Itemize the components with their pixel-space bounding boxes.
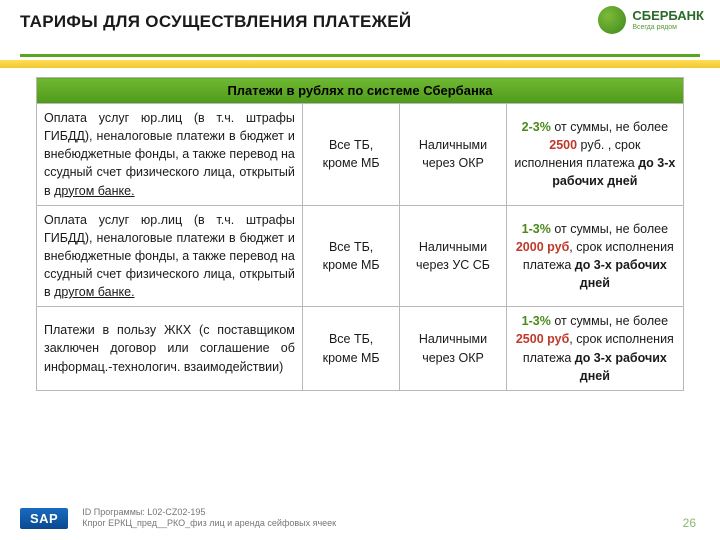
cell-method: Наличными через ОКР [400, 307, 506, 391]
table-row: Оплата услуг юр.лиц (в т.ч. штрафы ГИБДД… [37, 104, 684, 206]
cell-rate: 2-3% от суммы, не более 2500 руб. , срок… [506, 104, 683, 206]
sap-badge-icon: SAP [20, 508, 68, 529]
cell-coverage: Все ТБ, кроме МБ [302, 104, 399, 206]
sberbank-logo-icon [598, 6, 626, 34]
program-name: Кпрог ЕРКЦ_пред__РКО_физ лиц и аренда се… [82, 518, 336, 530]
cell-coverage: Все ТБ, кроме МБ [302, 205, 399, 307]
cell-method: Наличными через УС СБ [400, 205, 506, 307]
footer-text: ID Программы: L02-CZ02-195 Кпрог ЕРКЦ_пр… [82, 507, 336, 530]
cell-description: Оплата услуг юр.лиц (в т.ч. штрафы ГИБДД… [37, 104, 303, 206]
footer: SAP ID Программы: L02-CZ02-195 Кпрог ЕРК… [20, 507, 700, 530]
logo-tagline: Всегда рядом [632, 24, 704, 31]
program-id: ID Программы: L02-CZ02-195 [82, 507, 336, 519]
table-row: Оплата услуг юр.лиц (в т.ч. штрафы ГИБДД… [37, 205, 684, 307]
table-row: Платежи в пользу ЖКХ (с поставщиком закл… [37, 307, 684, 391]
brand-logo: СБЕРБАНК Всегда рядом [598, 6, 704, 34]
divider-green [20, 54, 700, 57]
page-number: 26 [683, 516, 696, 530]
cell-method: Наличными через ОКР [400, 104, 506, 206]
cell-description: Платежи в пользу ЖКХ (с поставщиком закл… [37, 307, 303, 391]
tariff-table: Платежи в рублях по системе Сбербанка Оп… [36, 77, 684, 391]
logo-name: СБЕРБАНК [632, 9, 704, 22]
cell-rate: 1-3% от суммы, не более 2000 руб, срок и… [506, 205, 683, 307]
cell-rate: 1-3% от суммы, не более 2500 руб, срок и… [506, 307, 683, 391]
cell-coverage: Все ТБ, кроме МБ [302, 307, 399, 391]
table-header: Платежи в рублях по системе Сбербанка [37, 78, 684, 104]
cell-description: Оплата услуг юр.лиц (в т.ч. штрафы ГИБДД… [37, 205, 303, 307]
